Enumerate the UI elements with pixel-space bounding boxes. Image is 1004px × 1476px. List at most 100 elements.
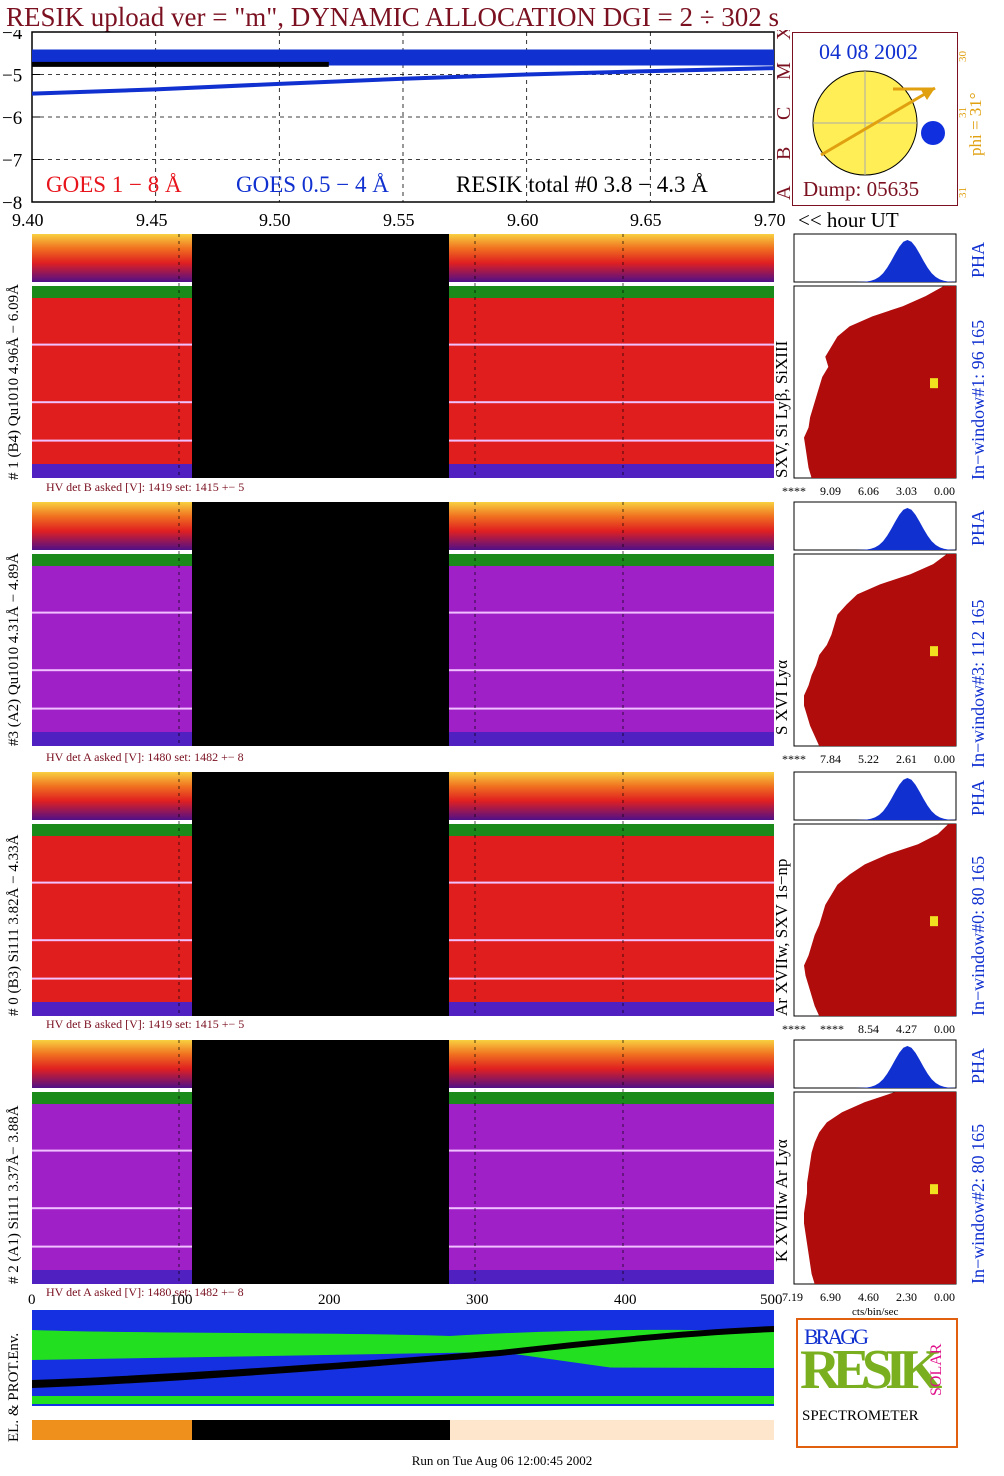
- det1-hist-tick-1: 9.09: [820, 484, 841, 498]
- time-tick-3: 9.55: [383, 210, 415, 230]
- channel-tick-0: 0: [28, 1292, 36, 1308]
- det0-hist-marker: [930, 916, 938, 927]
- channel-tick-1: 100: [170, 1292, 193, 1308]
- time-tick-1: 9.45: [136, 210, 168, 230]
- det1-hv: HV det B asked [V]: 1419 set: 1415 +− 5: [46, 480, 245, 494]
- det3-hist-tick-1: 7.84: [820, 752, 841, 766]
- channel-tick-2: 200: [318, 1292, 341, 1308]
- det3-pha: PHA: [968, 509, 988, 546]
- resik-logo: BRAGG RESIK SOLAR SPECTROMETER: [796, 1318, 958, 1448]
- det1-panel: [32, 233, 957, 479]
- det0-hist-tick-3: 4.27: [896, 1022, 917, 1036]
- det3-pha-shape: [794, 508, 956, 550]
- det3-hist-tick-3: 2.61: [896, 752, 917, 766]
- sun-diagram: [812, 70, 945, 176]
- axis-arrow-icon: [921, 88, 935, 100]
- goes-class-B: B: [773, 147, 790, 160]
- det0-hv: HV det B asked [V]: 1419 set: 1415 +− 5: [46, 1017, 245, 1031]
- env-black-trace: [32, 1326, 774, 1388]
- det3-hist-shape: [804, 554, 956, 746]
- det1-hist-marker: [930, 378, 938, 389]
- det2-hv: HV det A asked [V]: 1480 set: 1482 +− 8: [46, 1285, 244, 1299]
- det1-data-gap: [192, 234, 449, 478]
- time-tick-4: 9.60: [507, 210, 539, 230]
- det2-lines: K XVIIIw Ar Lyα: [772, 1139, 791, 1262]
- det0-panel: [32, 771, 957, 1017]
- env-label: EL. & PROT.Env.: [6, 1332, 22, 1442]
- det1-hist-tick-2: 6.06: [858, 484, 879, 498]
- channel-axis: 0 100 200 300 400 500: [0, 1292, 790, 1312]
- det1-pha-shape: [794, 240, 956, 282]
- det0-hist-shape: [804, 824, 956, 1016]
- det0-hist-tick-2: 8.54: [858, 1022, 879, 1036]
- det0-window: In−window#0: 80 165: [968, 855, 988, 1016]
- goes-short-line: [31, 66, 775, 96]
- time-tick-5: 9.65: [630, 210, 662, 230]
- sun-dump: Dump: 05635: [803, 177, 920, 201]
- sun-tick-1: 31: [957, 107, 969, 118]
- resik-total-trace: [32, 61, 329, 67]
- logo-middle: RESIK: [800, 1339, 942, 1401]
- det3-panel: [32, 501, 957, 747]
- det0-pha-shape: [794, 778, 956, 820]
- sun-tick-0: 30: [957, 51, 969, 62]
- legend-goes-long: GOES 1 − 8 Å: [46, 172, 182, 197]
- det1-hist-tick-0: ****: [782, 484, 806, 498]
- det2-data-gap: [192, 1040, 449, 1284]
- logo-side: SOLAR: [928, 1343, 945, 1396]
- goes-long-band: [32, 49, 774, 66]
- det2-hist-tick-0: 7.19: [782, 1290, 803, 1304]
- time-tick-6: 9.70: [754, 210, 786, 230]
- det1-hist-shape: [804, 286, 956, 478]
- sun-date: 04 08 2002: [819, 39, 918, 64]
- det1-window: In−window#1: 96 165: [968, 319, 988, 480]
- det2-hist-tick-3: 2.30: [896, 1290, 917, 1304]
- rotation-axis: [820, 86, 936, 157]
- det3-hist-marker: [930, 646, 938, 657]
- det0-hist-tick-4: 0.00: [934, 1022, 955, 1036]
- det3-data-gap: [192, 502, 449, 746]
- det0-label: # 0 (B3) Si111 3.82Å − 4.33Å: [6, 834, 22, 1016]
- det2-label: # 2 (A1) Si111 3.37Å− 3.88Å: [6, 1105, 22, 1284]
- sun-tick-2: 31: [957, 187, 969, 198]
- goes-class-M: M: [773, 62, 790, 80]
- det2-hist-tick-2: 4.60: [858, 1290, 879, 1304]
- goes-ytick-3: −7: [2, 151, 22, 172]
- det3-hv: HV det A asked [V]: 1480 set: 1482 +− 8: [46, 750, 244, 764]
- det3-lines: S XVI Lyα: [772, 659, 791, 735]
- goes-class-X: X: [773, 30, 790, 40]
- det0-data-gap: [192, 772, 449, 1016]
- det1-pha: PHA: [968, 241, 988, 278]
- det2-hist-tick-4: 0.00: [934, 1290, 955, 1304]
- det3-hist-tick-2: 5.22: [858, 752, 879, 766]
- goes-ytick-0: −4: [2, 30, 23, 44]
- legend-resik-total: RESIK total #0 3.8 − 4.3 Å: [456, 172, 708, 197]
- det1-label: # 1 (B4) Qu1010 4.96Å − 6.09Å: [6, 284, 22, 480]
- channel-tick-3: 300: [466, 1292, 489, 1308]
- detector-spectrograms: [32, 233, 957, 1285]
- legend-goes-short: GOES 0.5 − 4 Å: [236, 172, 389, 197]
- page-title: RESIK upload ver = "m", DYNAMIC ALLOCATI…: [6, 2, 780, 32]
- environment-panel: [32, 1310, 774, 1440]
- det3-label: #3 (A2) Qu1010 4.31Å − 4.89Å: [6, 552, 22, 746]
- det0-pha: PHA: [968, 779, 988, 816]
- sun-panel: 04 08 2002 Dump: 05635: [792, 32, 958, 206]
- det1-lines: SXV, Si Lyβ, SiXIII: [772, 340, 791, 478]
- det0-lines: Ar XVIIw, SXV 1s−np: [772, 858, 791, 1016]
- sun-phi-label: phi = 31°: [966, 92, 985, 156]
- det2-window: In−window#2: 80 165: [968, 1123, 988, 1284]
- det3-hist-tick-4: 0.00: [934, 752, 955, 766]
- det1-hist-tick-3: 3.03: [896, 484, 917, 498]
- goes-class-C: C: [773, 107, 790, 120]
- det2-panel: [32, 1039, 957, 1285]
- time-tick-2: 9.50: [259, 210, 291, 230]
- goes-ytick-1: −5: [2, 66, 22, 87]
- det3-window: In−window#3: 112 165: [968, 599, 988, 768]
- logo-bottom: SPECTROMETER: [802, 1408, 919, 1424]
- channel-tick-5: 500: [760, 1292, 783, 1308]
- logo-top: BRAGG: [804, 1324, 869, 1349]
- channel-tick-4: 400: [614, 1292, 637, 1308]
- det2-hist-tick-1: 6.90: [820, 1290, 841, 1304]
- det2-hist-marker: [930, 1184, 938, 1195]
- det1-hist-tick-4: 0.00: [934, 484, 955, 498]
